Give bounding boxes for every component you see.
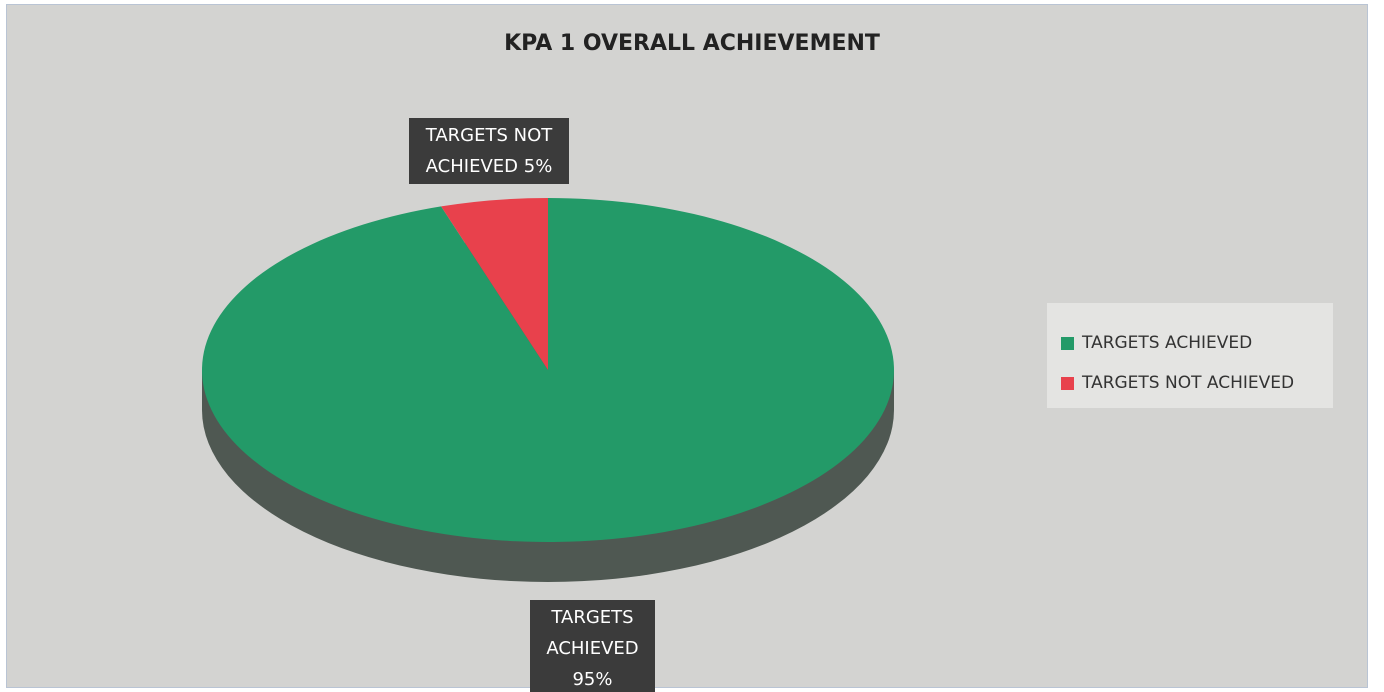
legend-item: TARGETS ACHIEVED [1061,333,1252,353]
data-label: TARGETS ACHIEVED 95% [530,600,655,692]
data-label-value: 5% [523,156,553,177]
legend: TARGETS ACHIEVED TARGETS NOT ACHIEVED [1047,303,1333,408]
data-label: TARGETS NOT ACHIEVED 5% [409,118,569,184]
data-label-value: 95% [572,669,613,690]
legend-label: TARGETS ACHIEVED [1082,333,1253,353]
data-label-category: TARGETS ACHIEVED [546,607,639,659]
legend-swatch [1061,376,1074,390]
legend-item: TARGETS NOT ACHIEVED [1061,373,1294,393]
data-label-category: TARGETS NOT ACHIEVED [425,125,553,177]
legend-label: TARGETS NOT ACHIEVED [1082,373,1295,393]
pie-slice [441,198,548,370]
legend-swatch [1061,336,1074,350]
chart-title: KPA 1 OVERALL ACHIEVEMENT [504,31,880,56]
